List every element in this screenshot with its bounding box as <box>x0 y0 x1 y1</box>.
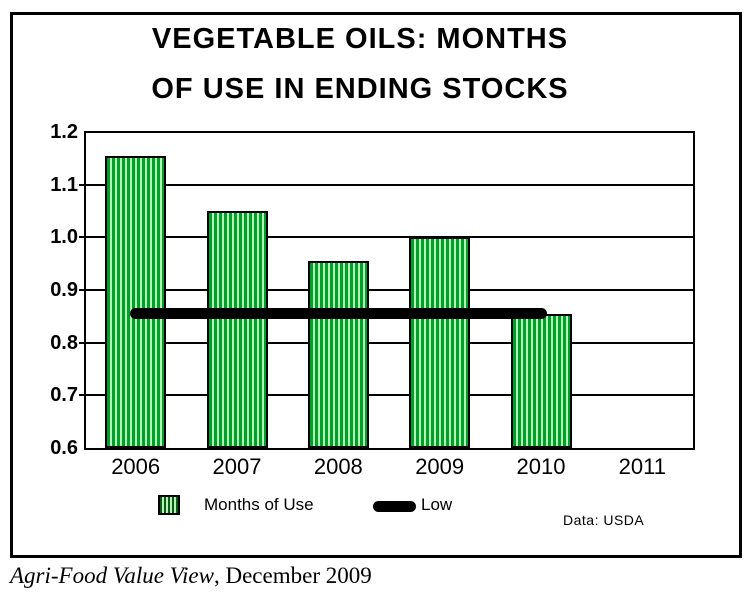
y-gridline <box>79 183 693 186</box>
y-axis-tick-label: 0.8 <box>50 331 78 354</box>
bar-2009 <box>409 237 471 448</box>
y-axis-tick-label: 1.0 <box>50 226 78 249</box>
legend-months-of-use-label: Months of Use <box>204 495 314 514</box>
y-axis-tick-label: 1.1 <box>50 173 78 196</box>
bar-2010 <box>510 313 572 448</box>
y-axis-tick-label: 1.2 <box>50 121 78 143</box>
x-axis-tick-label: 2011 <box>618 454 666 479</box>
x-axis-tick-label: 2006 <box>111 454 161 479</box>
caption-publication-name: Agri-Food Value View <box>10 563 214 588</box>
x-axis-tick-label: 2008 <box>313 454 363 479</box>
x-axis-tick-label: 2010 <box>516 454 566 479</box>
caption-date: , December 2009 <box>213 563 372 588</box>
legend-low-line-swatch-icon <box>373 501 416 512</box>
legend-months-of-use-swatch-icon <box>158 495 180 515</box>
y-axis-tick-label: 0.7 <box>50 384 78 407</box>
footer-caption: Agri-Food Value View, December 2009 <box>10 563 372 589</box>
y-gridline <box>79 236 693 239</box>
y-gridline <box>79 289 693 291</box>
low-line <box>129 308 547 320</box>
x-axis-tick-label: 2007 <box>212 454 262 479</box>
data-source-note: Data: USDA <box>563 512 645 528</box>
y-axis-tick-label: 0.6 <box>50 437 78 459</box>
bar-2007 <box>206 211 268 448</box>
chart-title: VEGETABLE OILS: MONTHS OF USE IN ENDING … <box>60 14 660 114</box>
bar-2006 <box>105 155 167 448</box>
bar-2008 <box>307 261 369 448</box>
chart-title-line1: VEGETABLE OILS: MONTHS <box>151 23 569 55</box>
y-axis-tick-label: 0.9 <box>50 279 78 301</box>
chart-title-line2: OF USE IN ENDING STOCKS <box>151 73 569 105</box>
x-axis-tick-label: 2009 <box>415 454 465 479</box>
legend-low-label: Low <box>421 495 453 514</box>
y-gridline <box>79 341 693 344</box>
y-gridline <box>79 394 693 397</box>
